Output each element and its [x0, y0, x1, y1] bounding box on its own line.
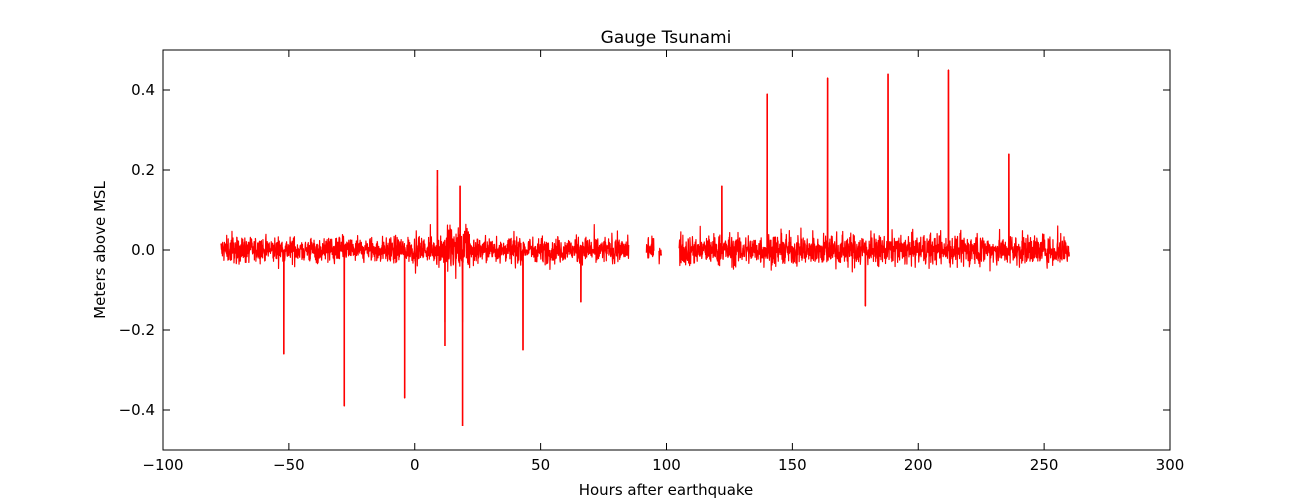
series-line-segment	[645, 235, 655, 259]
series-line-segment	[220, 185, 630, 407]
series-line-segment	[658, 247, 663, 265]
x-tick-label: 50	[531, 456, 550, 474]
x-tick-label: 0	[410, 456, 420, 474]
y-tick-label: −0.2	[119, 321, 155, 339]
y-axis: −0.4 −0.2 0.0 0.2 0.4	[119, 81, 1170, 419]
y-tick-label: 0.2	[131, 161, 155, 179]
chart-title: Gauge Tsunami	[601, 28, 732, 48]
y-tick-label: 0.0	[131, 241, 155, 259]
y-tick-label: −0.4	[119, 401, 155, 419]
x-tick-label: −50	[273, 456, 305, 474]
x-axis-label: Hours after earthquake	[579, 481, 754, 499]
y-axis-label: Meters above MSL	[91, 181, 109, 319]
x-tick-label: 300	[1156, 456, 1185, 474]
x-tick-label: 150	[778, 456, 807, 474]
x-axis: −100 −50 0 50 100 150 200 250 300	[142, 50, 1184, 474]
series-line-segment	[678, 69, 1070, 307]
series-layer	[220, 69, 1070, 426]
y-tick-label: 0.4	[131, 81, 155, 99]
x-tick-label: −100	[142, 456, 183, 474]
x-tick-label: 100	[652, 456, 681, 474]
x-tick-label: 250	[1030, 456, 1059, 474]
x-tick-label: 200	[904, 456, 933, 474]
